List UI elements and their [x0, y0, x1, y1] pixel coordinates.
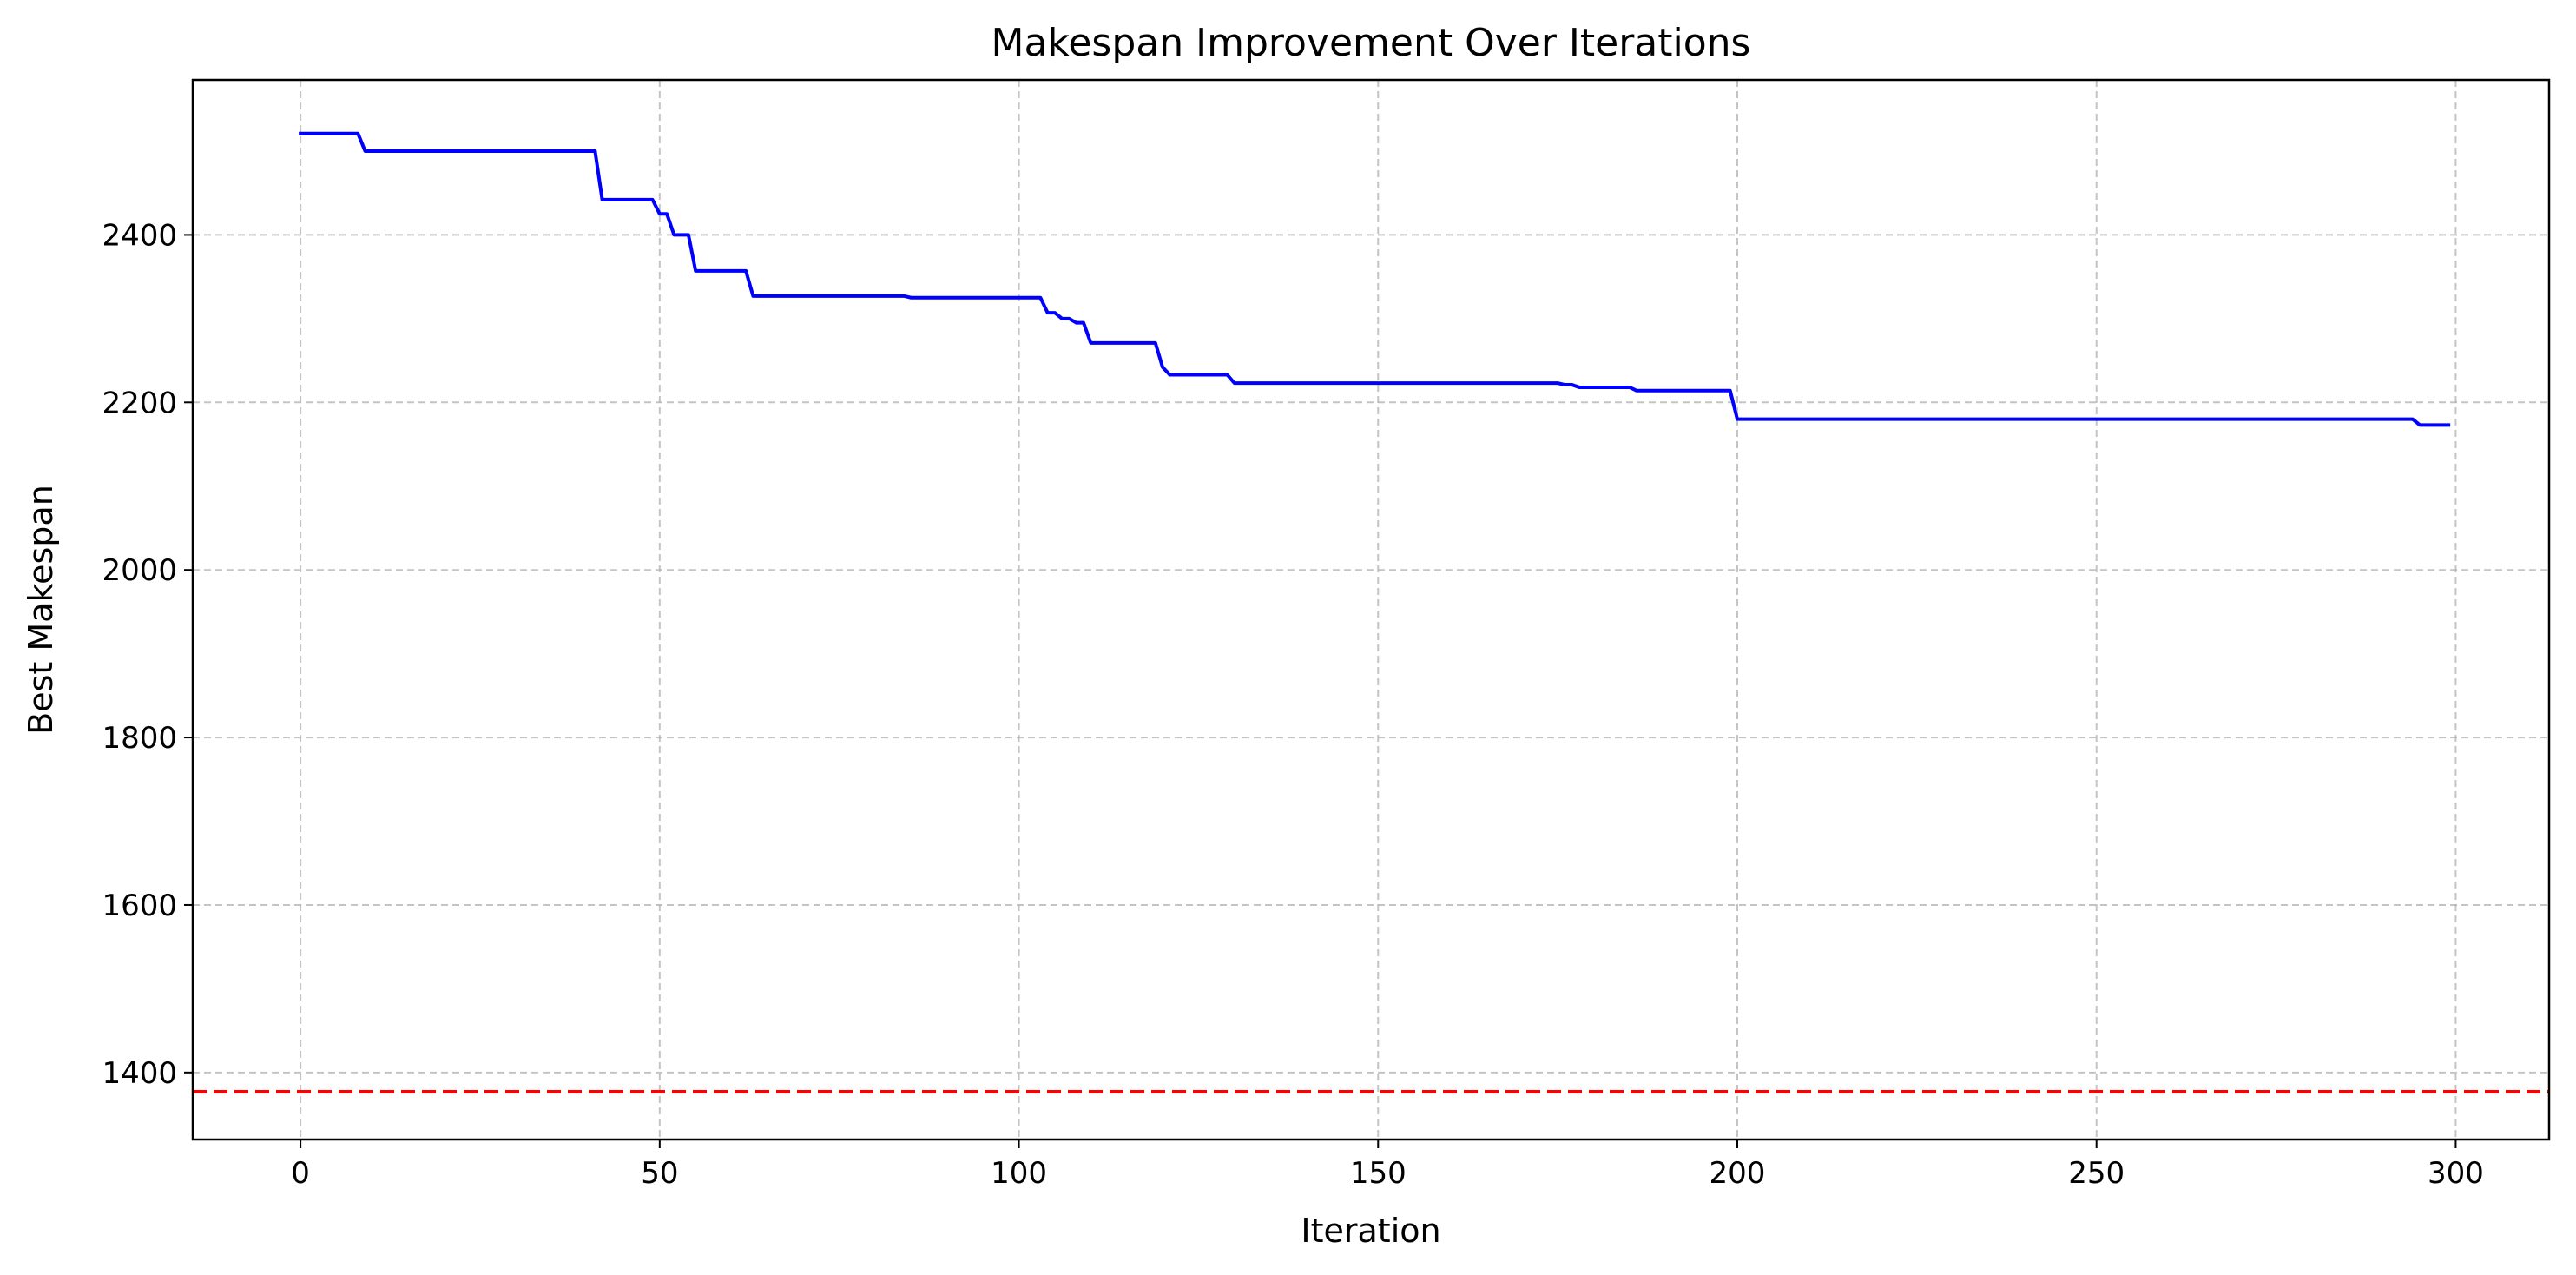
x-tick-label-0: 0 [291, 1156, 310, 1191]
x-axis-label: Iteration [1301, 1212, 1440, 1250]
y-tick-label-3: 2000 [102, 553, 177, 588]
x-tick-label-1: 50 [641, 1156, 678, 1191]
x-tick-label-5: 250 [2068, 1156, 2125, 1191]
y-tick-label-0: 1400 [102, 1056, 177, 1091]
y-tick-label-2: 1800 [102, 721, 177, 756]
x-tick-label-2: 100 [991, 1156, 1047, 1191]
x-tick-label-6: 300 [2428, 1156, 2484, 1191]
series-line-best-makespan [299, 131, 2451, 427]
y-tick-label-4: 2200 [102, 386, 177, 420]
grid-layer [193, 80, 2549, 1140]
y-axis-label: Best Makespan [22, 485, 60, 735]
plot-frame [191, 78, 2551, 1141]
series-layer [193, 131, 2549, 1094]
chart-title: Makespan Improvement Over Iterations [992, 21, 1751, 65]
x-tick-label-3: 150 [1350, 1156, 1407, 1191]
y-tick-label-1: 1600 [102, 889, 177, 923]
x-tick-label-4: 200 [1710, 1156, 1766, 1191]
ticks-layer: 0 50 100 150 200 250 300 1400 1600 1800 2000 2200 24… [102, 218, 2483, 1191]
y-tick-label-5: 2400 [102, 218, 177, 253]
